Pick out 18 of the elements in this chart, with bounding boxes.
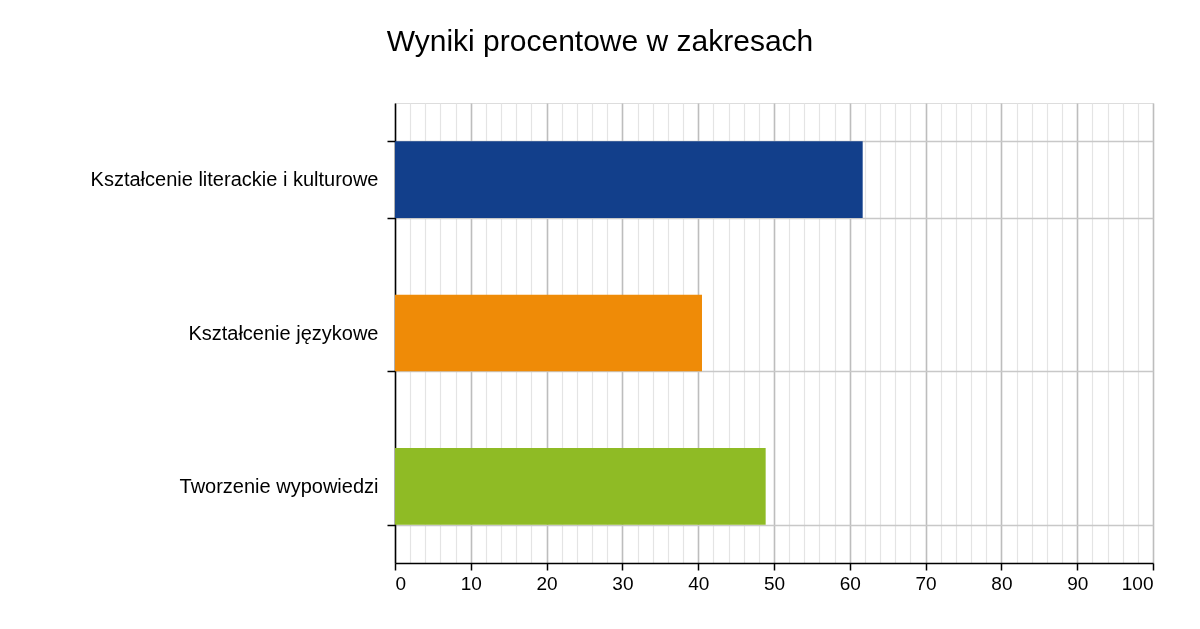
y-tick-label: Kształcenie językowe xyxy=(188,321,379,344)
x-tick-label: 30 xyxy=(612,572,634,594)
y-tick-label: Kształcenie literackie i kulturowe xyxy=(90,168,379,191)
bar xyxy=(395,294,702,372)
x-tick-label: 10 xyxy=(460,572,482,594)
x-tick-label: 20 xyxy=(536,572,558,594)
bar xyxy=(395,141,863,218)
y-tick-label: Tworzenie wypowiedzi xyxy=(179,474,379,497)
x-tick-label: 90 xyxy=(1067,572,1089,594)
x-tick-label: 100 xyxy=(1121,572,1154,594)
x-tick-label: 0 xyxy=(395,572,407,594)
chart-title: Wyniki procentowe w zakresach xyxy=(386,24,814,57)
x-tick-label: 80 xyxy=(991,572,1013,594)
x-tick-label: 40 xyxy=(688,572,710,594)
bar xyxy=(395,448,766,525)
x-tick-label: 50 xyxy=(763,572,786,594)
x-tick-label: 70 xyxy=(915,572,937,594)
x-tick-label: 60 xyxy=(839,572,861,594)
